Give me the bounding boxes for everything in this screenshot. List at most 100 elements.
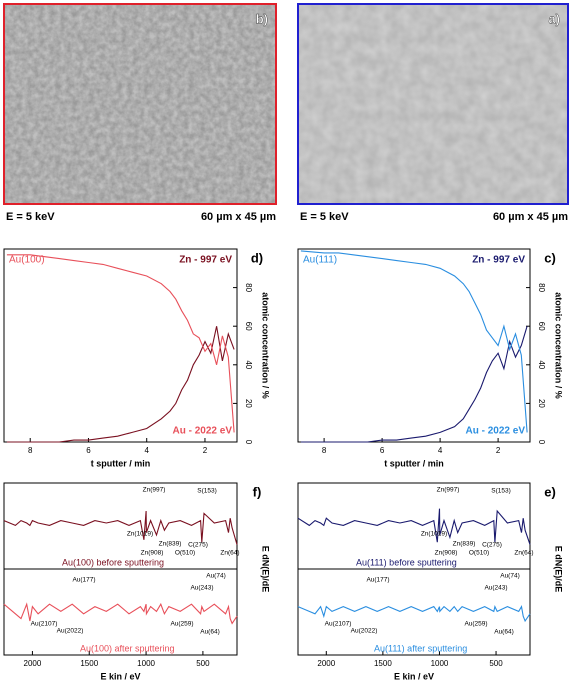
data-line	[297, 604, 531, 623]
x-tick-label: 4	[438, 446, 443, 455]
peak-annotation: Au(64)	[200, 629, 220, 636]
peak-annotation: Au(2022)	[351, 628, 378, 635]
plot-frame	[297, 248, 531, 443]
data-line	[6, 326, 235, 443]
peak-annotation: Zn(997)	[143, 487, 166, 494]
x-tick-label: 8	[28, 446, 33, 455]
peak-annotation: Au(2107)	[325, 621, 352, 628]
x-tick-label: 500	[489, 659, 503, 668]
x-axis-label: t sputter / min	[384, 458, 444, 468]
data-line	[3, 602, 238, 625]
panel-label: d)	[251, 250, 263, 265]
sem-texture	[4, 4, 276, 204]
peak-annotation: Au(2107)	[31, 621, 58, 628]
peak-annotation: Zn(1019)	[421, 531, 447, 538]
peak-annotation: Au(177)	[72, 577, 95, 584]
x-axis-label: t sputter / min	[91, 458, 151, 468]
y-axis-label: E dN(E)/dE	[554, 546, 564, 593]
x-tick-label: 6	[86, 446, 91, 455]
panel-label: f)	[253, 484, 262, 499]
data-line	[300, 250, 528, 433]
series-label: Zn - 997 eV	[472, 255, 525, 266]
peak-annotation: Zn(997)	[437, 487, 460, 494]
y-tick-label: 60	[244, 322, 253, 331]
peak-annotation: Zn(908)	[141, 550, 164, 557]
y-tick-label: 60	[537, 322, 546, 331]
series-label: Au - 2022 eV	[173, 426, 233, 437]
peak-annotation: Au(2022)	[57, 628, 84, 635]
panel-label: a)	[548, 11, 560, 26]
peak-annotation: Au(177)	[366, 577, 389, 584]
energy-label: E = 5 keV	[300, 211, 349, 223]
y-tick-label: 20	[537, 399, 546, 408]
peak-annotation: Au(243)	[484, 585, 507, 592]
x-axis-label: E kin / eV	[100, 671, 140, 681]
series-label: Au(100) after sputtering	[80, 643, 175, 653]
y-tick-label: 0	[537, 440, 546, 445]
x-tick-label: 2	[496, 446, 501, 455]
peak-annotation: Zn(64)	[220, 550, 239, 557]
y-tick-label: 80	[244, 283, 253, 292]
x-tick-label: 8	[322, 446, 327, 455]
series-label: Au(111) after sputtering	[374, 643, 467, 653]
x-tick-label: 1500	[374, 659, 392, 668]
peak-annotation: C(275)	[188, 542, 208, 549]
peak-annotation: Au(243)	[190, 585, 213, 592]
x-tick-label: 2000	[24, 659, 42, 668]
peak-annotation: Zn(908)	[435, 550, 458, 557]
peak-annotation: Zn(839)	[159, 541, 182, 548]
y-tick-label: 40	[244, 360, 253, 369]
peak-annotation: Au(64)	[494, 629, 514, 636]
peak-annotation: S(153)	[197, 488, 217, 495]
peak-annotation: O(510)	[175, 550, 195, 557]
sem-texture	[298, 4, 568, 204]
series-label: Au(100) before sputtering	[62, 557, 164, 567]
x-axis-label: E kin / eV	[394, 671, 434, 681]
peak-annotation: Au(259)	[464, 621, 487, 628]
panel-label: b)	[256, 11, 268, 26]
data-line	[6, 254, 235, 433]
peak-annotation: Zn(839)	[453, 541, 476, 548]
peak-annotation: S(153)	[491, 488, 511, 495]
sample-label: Au(100)	[9, 255, 45, 266]
peak-annotation: Zn(1019)	[127, 531, 153, 538]
peak-annotation: Au(259)	[170, 621, 193, 628]
scale-label: 60 µm x 45 µm	[201, 211, 276, 223]
peak-annotation: Zn(64)	[514, 550, 533, 557]
x-tick-label: 2000	[317, 659, 335, 668]
x-tick-label: 6	[380, 446, 385, 455]
plot-frame	[3, 248, 238, 443]
panel-label: c)	[544, 250, 556, 265]
y-tick-label: 0	[244, 440, 253, 445]
series-label: Au - 2022 eV	[466, 426, 526, 437]
sample-label: Au(111)	[303, 255, 337, 266]
y-axis-label: E dN(E)/dE	[261, 546, 271, 593]
scale-label: 60 µm x 45 µm	[493, 211, 568, 223]
y-tick-label: 20	[244, 399, 253, 408]
panel-label: e)	[544, 484, 556, 499]
data-line	[3, 510, 238, 545]
peak-annotation: Au(74)	[206, 573, 226, 580]
x-tick-label: 4	[144, 446, 149, 455]
x-tick-label: 500	[196, 659, 210, 668]
image-border	[3, 3, 277, 205]
image-border	[297, 3, 569, 205]
energy-label: E = 5 keV	[6, 211, 55, 223]
series-label: Au(111) before sputtering	[356, 557, 457, 567]
x-tick-label: 1000	[431, 659, 449, 668]
y-axis-label: atomic concentration / %	[554, 292, 564, 399]
peak-annotation: C(275)	[482, 542, 502, 549]
y-tick-label: 40	[537, 360, 546, 369]
x-tick-label: 1500	[80, 659, 98, 668]
y-axis-label: atomic concentration / %	[261, 292, 271, 399]
y-tick-label: 80	[537, 283, 546, 292]
data-line	[297, 508, 531, 545]
data-line	[300, 326, 528, 443]
x-tick-label: 2	[203, 446, 208, 455]
series-label: Zn - 997 eV	[179, 255, 232, 266]
peak-annotation: O(510)	[469, 550, 489, 557]
x-tick-label: 1000	[137, 659, 155, 668]
peak-annotation: Au(74)	[500, 573, 520, 580]
